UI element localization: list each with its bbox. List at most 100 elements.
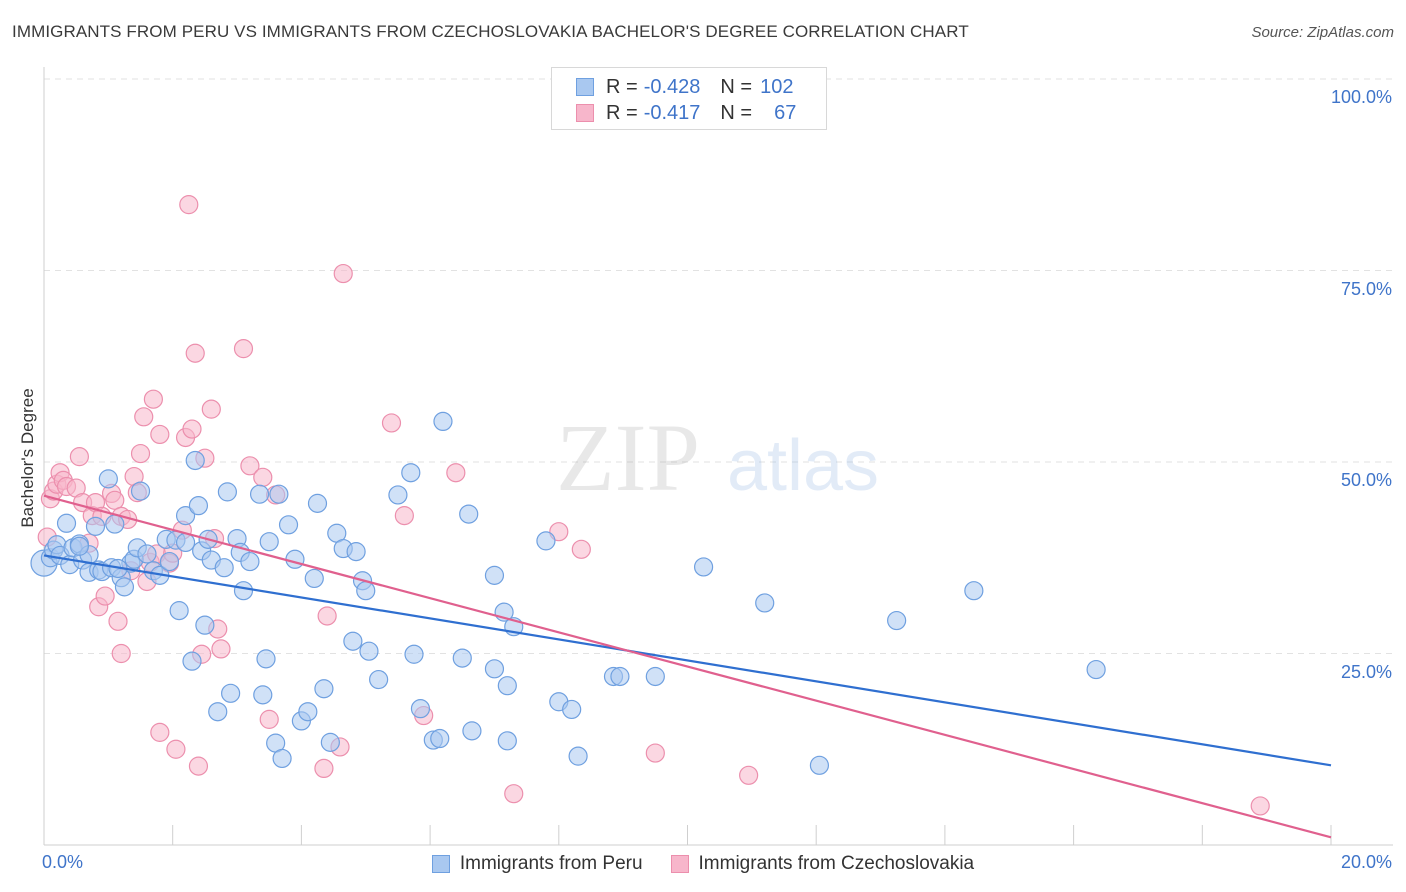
czech-point — [446, 463, 466, 483]
peru-point — [105, 514, 125, 534]
peru-point — [359, 641, 379, 661]
legend-n-value: 67 — [774, 101, 797, 124]
peru-point — [645, 666, 665, 687]
peru-point — [69, 536, 89, 556]
legend-swatch-peru — [576, 78, 594, 96]
czech-point — [166, 739, 186, 759]
peru-point — [562, 699, 582, 720]
peru-point — [484, 565, 505, 585]
trend-lines — [43, 494, 1332, 839]
y-tick-label: 25.0% — [1340, 661, 1392, 682]
peru-points — [30, 411, 1106, 775]
peru-point — [410, 699, 431, 719]
y-tick-label: 100.0% — [1330, 87, 1392, 107]
peru-point — [536, 531, 556, 551]
peru-point — [610, 666, 630, 687]
peru-point — [401, 463, 421, 483]
x-tick-label-max: 20.0% — [1340, 852, 1392, 872]
legend-label-czech: Immigrants from Czechoslovakia — [698, 853, 975, 874]
peru-point — [269, 484, 289, 504]
peru-point — [278, 515, 299, 535]
peru-point — [233, 581, 254, 601]
peru-point — [159, 551, 180, 572]
peru-point — [887, 610, 907, 631]
legend-swatch-czech — [670, 855, 689, 873]
legend-swatch-czech — [576, 104, 594, 122]
x-tick-label-min: 0.0% — [42, 852, 84, 872]
peru-point — [462, 721, 482, 741]
czech-point — [240, 456, 260, 476]
legend-n-label: N = — [720, 101, 753, 124]
czech-point — [504, 784, 524, 804]
czech-point — [253, 467, 273, 487]
legend-r-value: -0.417 — [643, 101, 701, 124]
peru-point — [298, 702, 318, 722]
legend-row-czech: R = -0.417 N = 67 — [576, 100, 796, 126]
peru-point — [182, 651, 202, 671]
peru-point — [433, 411, 453, 432]
y-tick-label: 75.0% — [1340, 278, 1392, 299]
peru-point — [175, 532, 196, 553]
peru-point — [249, 484, 270, 504]
legend-swatch-peru — [431, 855, 450, 873]
peru-point — [137, 544, 157, 564]
peru-point — [217, 482, 237, 502]
legend-item-czech: Immigrants from Czechoslovakia — [670, 853, 975, 875]
peru-point — [259, 532, 279, 552]
peru-point — [240, 551, 260, 572]
y-axis-label: Bachelor's Degree — [18, 388, 37, 528]
peru-point — [964, 581, 984, 601]
czech-point — [317, 606, 337, 626]
axes — [43, 67, 1393, 846]
peru-point — [114, 577, 135, 597]
legend-r-label: R = — [606, 101, 638, 124]
peru-point — [497, 676, 517, 696]
czech-point — [394, 506, 414, 526]
peru-point — [459, 504, 479, 524]
peru-point — [693, 557, 714, 577]
peru-point — [307, 493, 328, 513]
legend-row-peru: R = -0.428 N = 102 — [576, 74, 793, 100]
peru-point — [404, 644, 424, 664]
legend-r-label: R = — [606, 75, 638, 98]
peru-point — [809, 755, 830, 775]
peru-point — [388, 485, 408, 505]
peru-point — [256, 649, 276, 669]
source-label: Source: ZipAtlas.com — [1251, 24, 1394, 41]
czech-point — [571, 539, 591, 559]
czech-point — [314, 758, 334, 779]
czech-point — [233, 339, 254, 359]
peru-point — [56, 513, 77, 533]
czech-point — [105, 490, 125, 510]
watermark: ZIP atlas — [556, 404, 879, 511]
peru-point — [314, 679, 334, 699]
czech-point — [134, 407, 154, 427]
czech-point — [108, 611, 128, 631]
czech-trend-line — [43, 494, 1332, 839]
legend-item-peru: Immigrants from Peru — [431, 853, 643, 875]
peru-point — [568, 746, 588, 766]
peru-point — [185, 450, 205, 471]
peru-point — [1086, 659, 1106, 680]
legend-n-value: 102 — [760, 75, 794, 98]
czech-point — [143, 389, 163, 409]
correlation-legend: R = -0.428 N = 102 R = -0.417 N = 67 — [551, 67, 827, 130]
peru-point — [175, 506, 196, 526]
peru-point — [755, 593, 775, 613]
czech-point — [150, 722, 170, 742]
czech-point — [150, 424, 170, 445]
czech-point — [111, 643, 131, 664]
peru-point — [169, 601, 189, 621]
czech-point — [1250, 796, 1270, 816]
peru-point — [343, 631, 363, 651]
peru-point — [195, 615, 215, 635]
czech-point — [211, 639, 231, 659]
czech-point — [95, 586, 115, 606]
peru-point — [320, 732, 340, 752]
peru-point — [497, 731, 517, 751]
chart-title: IMMIGRANTS FROM PERU VS IMMIGRANTS FROM … — [12, 22, 969, 41]
peru-point — [214, 558, 234, 578]
peru-point — [221, 683, 241, 703]
peru-point — [130, 481, 151, 501]
peru-point — [285, 549, 305, 569]
